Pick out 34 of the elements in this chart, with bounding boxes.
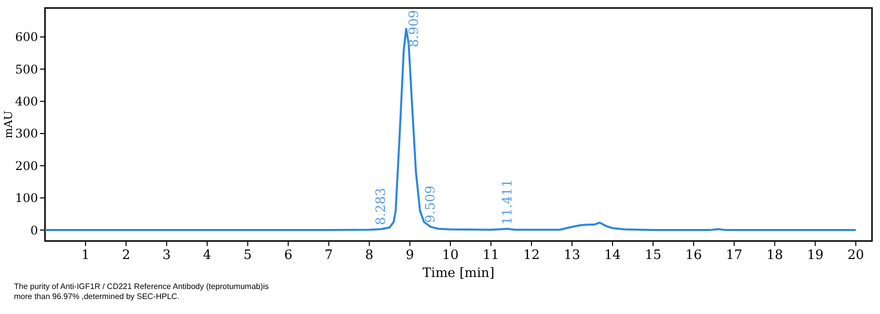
x-tick-label: 7 bbox=[324, 248, 333, 263]
y-tick-label: 100 bbox=[15, 191, 38, 206]
y-tick-label: 500 bbox=[15, 62, 38, 76]
x-tick-label: 2 bbox=[122, 248, 130, 263]
x-tick-label: 6 bbox=[284, 248, 292, 263]
y-tick-label: 300 bbox=[15, 126, 38, 141]
x-tick-label: 16 bbox=[685, 248, 702, 263]
y-tick-label: 200 bbox=[15, 158, 38, 173]
annotation: 8.283 bbox=[374, 188, 389, 226]
annotation: 8.909 bbox=[407, 10, 422, 48]
x-tick-label: 20 bbox=[848, 248, 864, 263]
x-tick-label: 5 bbox=[244, 248, 252, 263]
y-tick-label: 400 bbox=[15, 94, 38, 109]
x-tick-label: 18 bbox=[766, 248, 783, 263]
x-tick-label: 9 bbox=[406, 248, 414, 263]
x-tick-label: 12 bbox=[523, 248, 540, 263]
x-tick-label: 10 bbox=[442, 248, 459, 263]
x-tick-label: 17 bbox=[726, 248, 742, 263]
x-tick-label: 11 bbox=[482, 248, 500, 263]
annotation: 9.509 bbox=[423, 186, 438, 223]
x-tick-label: 15 bbox=[644, 248, 662, 263]
x-tick-label: 3 bbox=[162, 248, 171, 263]
x-tick-label: 4 bbox=[203, 248, 212, 263]
text: The purity of Anti-IGF1R / CD221 Reference Antibody (teprotumumab)is more than 96.97% ,determined by SEC-HPLC. bbox=[14, 282, 269, 301]
y-tick-label: 600 bbox=[15, 30, 38, 44]
annotation: 11.411 bbox=[500, 179, 516, 225]
x-tick-label: 14 bbox=[604, 248, 621, 263]
x-tick-label: 1 bbox=[81, 248, 90, 263]
x-tick-label: 19 bbox=[806, 248, 824, 263]
x-tick-label: 13 bbox=[564, 248, 580, 263]
y-axis-title: mAU bbox=[2, 110, 15, 138]
x-axis-title: Time [min] bbox=[422, 266, 494, 281]
y-tick-label: 0 bbox=[30, 223, 38, 238]
x-tick-label: 8 bbox=[365, 248, 374, 263]
